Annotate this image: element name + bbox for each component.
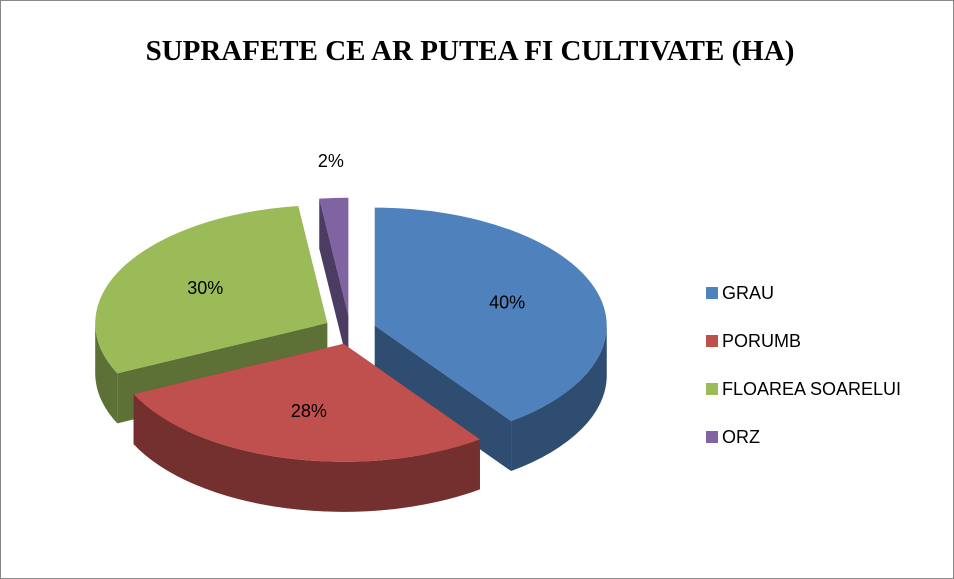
slice-shade <box>133 394 480 512</box>
slice-shade <box>511 325 607 472</box>
pie-slice <box>133 343 480 462</box>
legend-swatch <box>706 335 718 347</box>
slice-side <box>374 325 512 472</box>
data-label: 40% <box>489 292 525 312</box>
slice-shade <box>319 198 349 366</box>
legend-label: GRAU <box>722 283 774 303</box>
legend-swatch <box>706 383 718 395</box>
slice-side <box>133 394 480 512</box>
data-label: 28% <box>291 401 327 421</box>
slice-shade <box>374 325 512 472</box>
slice-shade <box>95 323 118 424</box>
legend-label: PORUMB <box>722 331 801 351</box>
legend-label: FLOAREA SOARELUI <box>722 379 901 399</box>
legend-swatch <box>706 431 718 443</box>
legend-label: ORZ <box>722 427 760 447</box>
chart-title: SUPRAFETE CE AR PUTEA FI CULTIVATE (HA) <box>145 35 795 67</box>
slice-side <box>511 325 607 472</box>
pie-slice <box>319 197 349 316</box>
legend-swatch <box>706 287 718 299</box>
pie-slice <box>374 207 607 422</box>
slice-side <box>319 198 349 366</box>
pie-slice <box>95 206 328 374</box>
slice-side <box>95 323 118 424</box>
data-label: 2% <box>318 151 344 171</box>
data-label: 30% <box>187 278 223 298</box>
